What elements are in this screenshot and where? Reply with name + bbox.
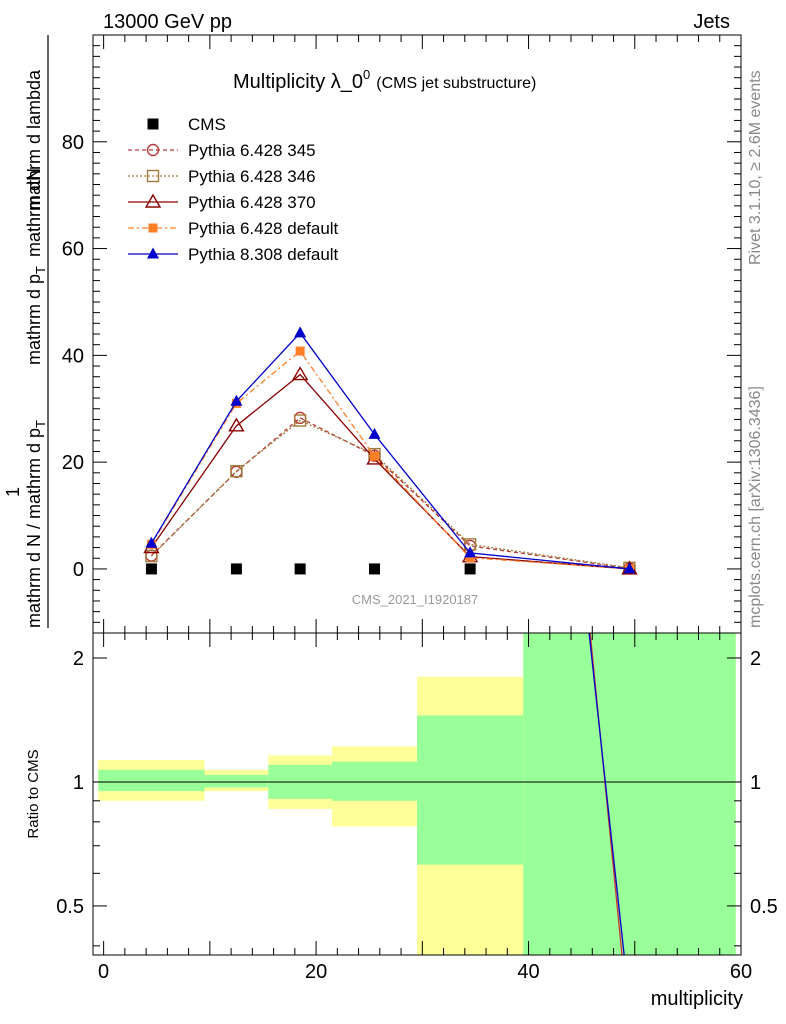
x-tick-label: 20 [305, 961, 327, 983]
data-point [145, 549, 158, 563]
data-point [145, 536, 158, 548]
main-y-axis-label: 1 mathrm dN mathrm d lambda mathrm d pT … [3, 35, 49, 628]
data-point [144, 193, 162, 208]
legend: CMS Pythia 6.428 345 Pythia 6.428 346 Pythi… [128, 115, 339, 264]
data-point [147, 118, 159, 130]
x-axis-label: multiplicity [651, 988, 743, 1010]
ratio-y-tick-label: 0.5 [56, 896, 84, 918]
legend-label: Pythia 6.428 346 [188, 167, 316, 186]
chart-title: Multiplicity λ_00(CMS jet substructure) [233, 67, 536, 93]
data-point [230, 465, 243, 478]
data-point [291, 366, 309, 381]
series-4 [146, 346, 634, 574]
ratio-y-ticks: 0.5 0.5 1 1 2 2 [56, 648, 778, 947]
data-point [147, 247, 159, 259]
data-point [228, 417, 245, 432]
ratio-x-ticks: 0 20 40 60 [98, 633, 752, 983]
data-point [230, 563, 242, 575]
ylabel-one: 1 [3, 487, 23, 497]
ratio-lines [588, 632, 625, 956]
ratio-y-axis-label: Ratio to CMS [25, 749, 42, 838]
x-tick-label: 0 [98, 961, 109, 983]
legend-label: Pythia 8.308 default [188, 245, 339, 264]
data-point [464, 546, 477, 558]
green-band [204, 774, 269, 788]
data-point [369, 563, 381, 575]
x-tick-label: 60 [730, 961, 752, 983]
main-y-ticks: 0 20 40 60 80 [62, 34, 741, 623]
ratio-plot-frame [92, 632, 742, 956]
series-1 [145, 411, 636, 575]
y-tick-label: 20 [62, 452, 84, 474]
y-tick-label: 0 [73, 559, 84, 581]
series-line [150, 331, 630, 570]
mcplots-label: mcplots.cern.ch [arXiv:1306.3436] [747, 386, 764, 628]
y-tick-label: 40 [62, 345, 84, 367]
legend-label: Pythia 6.428 default [188, 219, 339, 238]
data-point [465, 553, 475, 563]
ylabel-numerator: mathrm d lambda [24, 69, 44, 210]
legend-label: CMS [188, 115, 226, 134]
data-point [294, 563, 306, 575]
data-point [370, 451, 380, 461]
green-band [98, 769, 205, 792]
green-band [417, 715, 524, 865]
data-point [148, 223, 158, 233]
series-0 [145, 563, 476, 575]
main-series-group [143, 326, 638, 575]
series-line [150, 373, 630, 570]
data-point [293, 414, 307, 427]
main-x-ticks [103, 35, 742, 633]
data-point [295, 346, 305, 356]
rivet-version-label: Rivet 3.1.10, ≥ 2.6M events [747, 70, 764, 265]
ylabel-denominator: mathrm d N / mathrm d pT [24, 420, 48, 628]
ratio-line [588, 632, 625, 956]
energy-label: 13000 GeV pp [103, 11, 232, 33]
ratio-y-tick-label-right: 0.5 [750, 896, 778, 918]
ratio-y-tick-label: 2 [73, 648, 84, 670]
ratio-plot-panel: 0.5 0.5 1 1 2 2 0 20 40 60 Ratio to CMS multipli… [25, 632, 778, 1010]
ratio-bands [98, 633, 736, 955]
data-point [146, 169, 160, 183]
data-point [368, 427, 381, 439]
process-label: Jets [693, 11, 730, 33]
ratio-y-tick-label-right: 2 [750, 648, 761, 670]
main-plot-panel: Multiplicity λ_00(CMS jet substructure) … [3, 34, 742, 634]
series-line [150, 419, 630, 569]
data-point [230, 394, 243, 406]
legend-label: Pythia 6.428 345 [188, 141, 316, 160]
data-point [145, 563, 157, 575]
analysis-watermark: CMS_2021_I1920187 [352, 592, 479, 607]
green-band [523, 633, 736, 955]
legend-label: Pythia 6.428 370 [188, 193, 316, 212]
data-point [464, 563, 476, 575]
series-5 [145, 326, 636, 574]
y-tick-label: 80 [62, 132, 84, 154]
green-band [332, 761, 417, 801]
ratio-y-tick-label-right: 1 [750, 772, 761, 794]
x-tick-label: 40 [517, 961, 539, 983]
series-line [150, 350, 630, 570]
ylabel-numerator-dN: mathrm dN [24, 168, 44, 257]
data-point [146, 143, 160, 157]
ratio-y-tick-label: 1 [73, 772, 84, 794]
series-2 [145, 414, 636, 575]
data-point [294, 326, 307, 338]
series-line [150, 417, 630, 570]
ylabel-numerator-dp: mathrm d pT [24, 266, 48, 365]
data-point [623, 562, 636, 574]
y-tick-label: 60 [62, 239, 84, 261]
